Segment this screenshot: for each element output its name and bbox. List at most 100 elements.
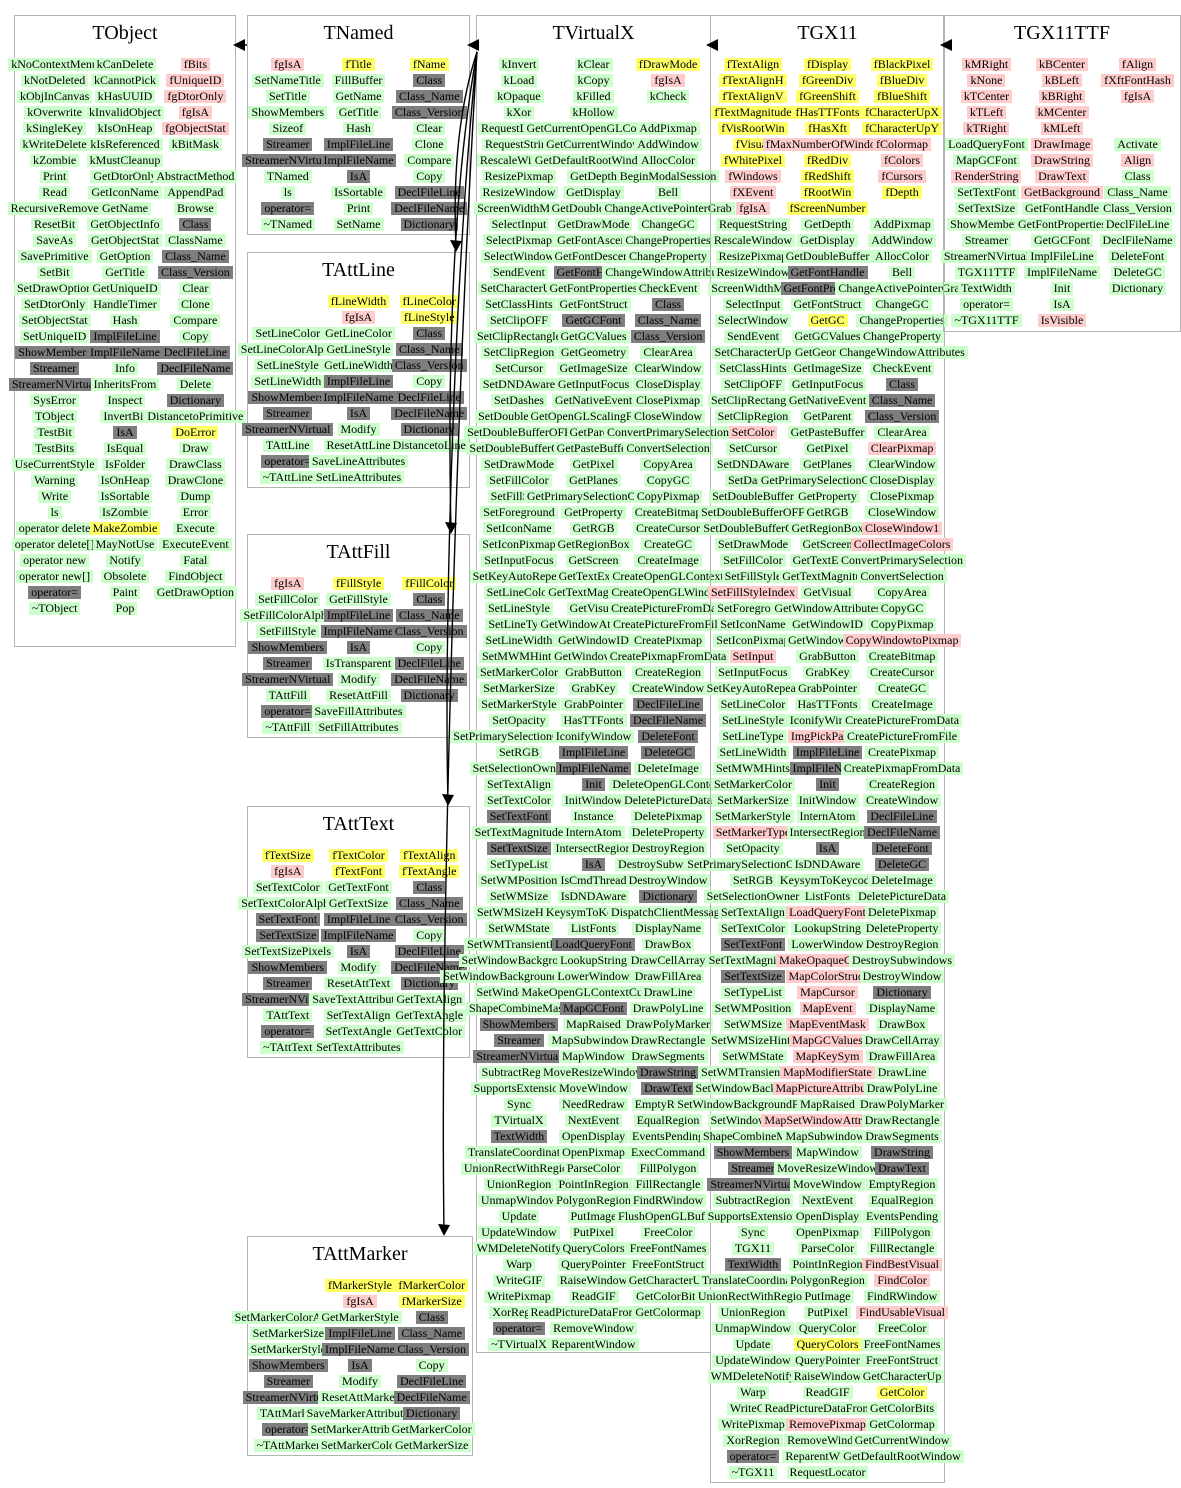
member-SetDrawOption[interactable]: SetDrawOption xyxy=(13,282,96,295)
member-EqualRegion[interactable]: EqualRegion xyxy=(867,1194,937,1207)
member-SetLineWidth[interactable]: SetLineWidth xyxy=(251,375,325,388)
member-SetMarkerColorAlpha[interactable]: SetMarkerColorAlpha xyxy=(231,1311,345,1324)
member-GetColormap[interactable]: GetColormap xyxy=(866,1418,938,1431)
member-GetGC[interactable]: GetGC xyxy=(807,314,848,327)
member-DrawRectangle[interactable]: DrawRectangle xyxy=(627,1034,709,1047)
member-SetWMPosition[interactable]: SetWMPosition xyxy=(711,1002,795,1015)
member-operator=[interactable]: operator= xyxy=(261,1025,315,1038)
member-IsEqual[interactable]: IsEqual xyxy=(103,442,147,455)
member-AddWindow[interactable]: AddWindow xyxy=(868,234,936,247)
member-SetCursor[interactable]: SetCursor xyxy=(725,442,780,455)
member-GetInputFocus[interactable]: GetInputFocus xyxy=(554,378,633,391)
member-AllocColor[interactable]: AllocColor xyxy=(638,154,699,167)
member-SavePrimitive[interactable]: SavePrimitive xyxy=(17,250,92,263)
member-SetLineAttributes[interactable]: SetLineAttributes xyxy=(312,471,405,484)
member-kHollow[interactable]: kHollow xyxy=(569,106,618,119)
member-fCharacterUpY[interactable]: fCharacterUpY xyxy=(862,122,943,135)
member-GetMarkerStyle[interactable]: GetMarkerStyle xyxy=(318,1311,402,1324)
member-operator=[interactable]: operator= xyxy=(261,705,315,718)
member-DeleteImage[interactable]: DeleteImage xyxy=(868,874,936,887)
member-SetMarkerSize[interactable]: SetMarkerSize xyxy=(714,794,792,807)
member-TAttLine[interactable]: TAttLine xyxy=(262,439,313,452)
member-MapWindow[interactable]: MapWindow xyxy=(559,1050,628,1063)
member-fgIsA[interactable]: fgIsA xyxy=(343,1295,377,1308)
member-fgIsA[interactable]: fgIsA xyxy=(271,58,305,71)
member-UpdateWindow[interactable]: UpdateWindow xyxy=(478,1226,560,1239)
member-UnionRegion[interactable]: UnionRegion xyxy=(717,1306,789,1319)
member-Error[interactable]: Error xyxy=(179,506,212,519)
member-GetCurrentWindow[interactable]: GetCurrentWindow xyxy=(543,138,644,151)
member-ImplFileLine[interactable]: ImplFileLine xyxy=(323,913,394,926)
member-SetDoubleBufferOFF[interactable]: SetDoubleBufferOFF xyxy=(464,426,574,439)
member-HasTTFonts[interactable]: HasTTFonts xyxy=(794,698,861,711)
member-CreatePictureFromData[interactable]: CreatePictureFromData xyxy=(842,714,963,727)
member-GetObjectInfo[interactable]: GetObjectInfo xyxy=(87,218,163,231)
member-ImplFileName[interactable]: ImplFileName xyxy=(1024,266,1100,279)
member-ImplFileLine[interactable]: ImplFileLine xyxy=(1027,250,1097,263)
member-MapPictureAttributes[interactable]: MapPictureAttributes xyxy=(772,1082,883,1095)
member-WritePixmap[interactable]: WritePixmap xyxy=(484,1290,554,1303)
member-CreateRegion[interactable]: CreateRegion xyxy=(866,778,939,791)
member-SetMarkerSize[interactable]: SetMarkerSize xyxy=(249,1327,327,1340)
member-fTitle[interactable]: fTitle xyxy=(342,58,375,71)
member-IsA[interactable]: IsA xyxy=(346,407,371,420)
member-Warp[interactable]: Warp xyxy=(737,1386,769,1399)
member-SetIconPixmap[interactable]: SetIconPixmap xyxy=(479,538,559,551)
member-Notify[interactable]: Notify xyxy=(106,554,144,567)
member-SetTextFont[interactable]: SetTextFont xyxy=(954,186,1019,199)
member-DeleteFont[interactable]: DeleteFont xyxy=(1107,250,1168,263)
member-SetTextAlign[interactable]: SetTextAlign xyxy=(323,1009,394,1022)
member-Compare[interactable]: Compare xyxy=(170,314,221,327)
member-CreateImage[interactable]: CreateImage xyxy=(634,554,702,567)
member-operator=[interactable]: operator= xyxy=(960,298,1013,311)
member-fgIsA[interactable]: fgIsA xyxy=(341,311,376,324)
member-Compare[interactable]: Compare xyxy=(404,154,455,167)
member-GetWindowAttributes[interactable]: GetWindowAttributes xyxy=(771,602,884,615)
member-DrawLine[interactable]: DrawLine xyxy=(640,986,696,999)
member-fCursors[interactable]: fCursors xyxy=(878,170,926,183)
member-Class_Version[interactable]: Class_Version xyxy=(864,410,940,423)
member-Clear[interactable]: Clear xyxy=(413,122,446,135)
member-Modify[interactable]: Modify xyxy=(339,1375,381,1388)
member-SetInputFocus[interactable]: SetInputFocus xyxy=(481,554,557,567)
member-GrabPointer[interactable]: GrabPointer xyxy=(795,682,860,695)
member-SetWMPosition[interactable]: SetWMPosition xyxy=(477,874,561,887)
member-fRedDiv[interactable]: fRedDiv xyxy=(803,154,852,167)
member-FillRectangle[interactable]: FillRectangle xyxy=(632,1178,704,1191)
member-BeginModalSession[interactable]: BeginModalSession xyxy=(616,170,720,183)
member-GetTextSize[interactable]: GetTextSize xyxy=(325,897,392,910)
member-Class[interactable]: Class xyxy=(179,218,212,231)
member-SetWMSize[interactable]: SetWMSize xyxy=(720,1018,785,1031)
member-ShapeCombineMask[interactable]: ShapeCombineMask xyxy=(465,1002,572,1015)
member-fHasTTFonts[interactable]: fHasTTFonts xyxy=(792,106,863,119)
member-Streamer[interactable]: Streamer xyxy=(263,407,313,420)
member-kZombie[interactable]: kZombie xyxy=(29,154,80,167)
member-CreateWindow[interactable]: CreateWindow xyxy=(862,794,942,807)
member-GetRGB[interactable]: GetRGB xyxy=(569,522,618,535)
member-GetVisual[interactable]: GetVisual xyxy=(800,586,855,599)
member-IsA[interactable]: IsA xyxy=(346,945,371,958)
member-Class_Name[interactable]: Class_Name xyxy=(1104,186,1171,199)
member-Streamer[interactable]: Streamer xyxy=(728,1162,778,1175)
member-Paint[interactable]: Paint xyxy=(109,586,141,599)
member-TextWidth[interactable]: TextWidth xyxy=(958,282,1015,295)
member-DeclFileName[interactable]: DeclFileName xyxy=(393,1391,470,1404)
member-StreamerNVirtual[interactable]: StreamerNVirtual xyxy=(242,154,334,167)
member-ImplFileName[interactable]: ImplFileName xyxy=(322,1343,398,1356)
member-SetWMState[interactable]: SetWMState xyxy=(719,1050,787,1063)
member-IconifyWindow[interactable]: IconifyWindow xyxy=(552,730,635,743)
member-fgIsA[interactable]: fgIsA xyxy=(736,202,770,215)
member-kLoad[interactable]: kLoad xyxy=(500,74,538,87)
member-ls[interactable]: ls xyxy=(280,186,295,199)
member-MapGCFont[interactable]: MapGCFont xyxy=(953,154,1020,167)
member-GetLineColor[interactable]: GetLineColor xyxy=(322,327,395,340)
member-SetClipRectangle[interactable]: SetClipRectangle xyxy=(473,330,564,343)
member-GetInputFocus[interactable]: GetInputFocus xyxy=(788,378,867,391)
class-title-TGX11[interactable]: TGX11 xyxy=(797,22,858,44)
member-SelectWindow[interactable]: SelectWindow xyxy=(714,314,792,327)
member-FindColor[interactable]: FindColor xyxy=(874,1274,930,1287)
member-DeleteGC[interactable]: DeleteGC xyxy=(641,746,696,759)
member-ClosePixmap[interactable]: ClosePixmap xyxy=(633,394,704,407)
member-GetName[interactable]: GetName xyxy=(99,202,151,215)
member-kBLeft[interactable]: kBLeft xyxy=(1042,74,1082,87)
